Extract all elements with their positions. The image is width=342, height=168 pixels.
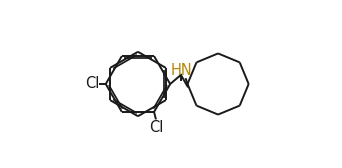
Text: HN: HN — [171, 63, 193, 78]
Text: Cl: Cl — [149, 120, 164, 135]
Text: Cl: Cl — [85, 76, 99, 92]
